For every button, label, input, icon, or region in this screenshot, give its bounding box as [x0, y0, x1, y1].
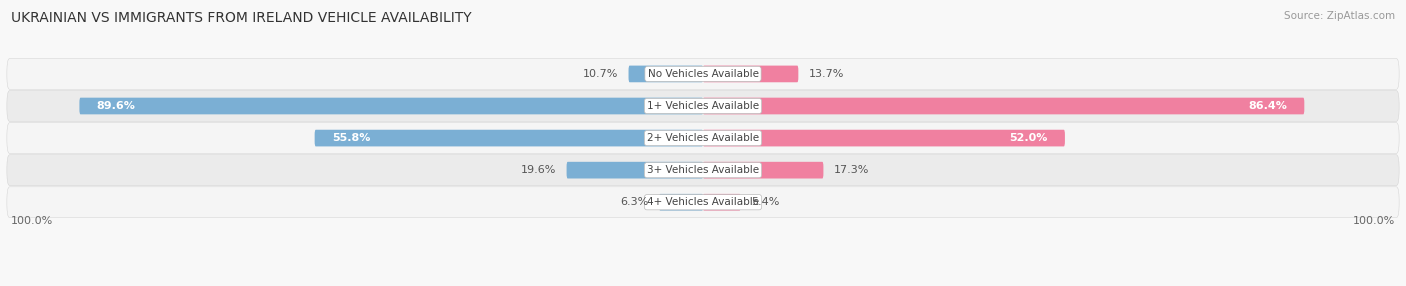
FancyBboxPatch shape	[7, 91, 1399, 121]
Text: 1+ Vehicles Available: 1+ Vehicles Available	[647, 101, 759, 111]
Text: 10.7%: 10.7%	[582, 69, 619, 79]
FancyBboxPatch shape	[7, 187, 1399, 218]
Text: 13.7%: 13.7%	[808, 69, 844, 79]
FancyBboxPatch shape	[7, 123, 1399, 154]
Text: 86.4%: 86.4%	[1249, 101, 1286, 111]
FancyBboxPatch shape	[567, 162, 703, 178]
Text: 3+ Vehicles Available: 3+ Vehicles Available	[647, 165, 759, 175]
Text: 17.3%: 17.3%	[834, 165, 869, 175]
Text: 19.6%: 19.6%	[520, 165, 557, 175]
Text: 4+ Vehicles Available: 4+ Vehicles Available	[647, 197, 759, 207]
FancyBboxPatch shape	[315, 130, 703, 146]
Text: 6.3%: 6.3%	[620, 197, 648, 207]
Text: 55.8%: 55.8%	[332, 133, 370, 143]
FancyBboxPatch shape	[628, 65, 703, 82]
Text: 89.6%: 89.6%	[97, 101, 136, 111]
FancyBboxPatch shape	[7, 59, 1399, 89]
FancyBboxPatch shape	[7, 155, 1399, 186]
Text: No Vehicles Available: No Vehicles Available	[648, 69, 758, 79]
FancyBboxPatch shape	[703, 98, 1305, 114]
FancyBboxPatch shape	[703, 162, 824, 178]
Text: 2+ Vehicles Available: 2+ Vehicles Available	[647, 133, 759, 143]
Text: 5.4%: 5.4%	[751, 197, 779, 207]
Text: 100.0%: 100.0%	[1353, 216, 1396, 226]
Text: Source: ZipAtlas.com: Source: ZipAtlas.com	[1284, 11, 1395, 21]
FancyBboxPatch shape	[703, 65, 799, 82]
FancyBboxPatch shape	[79, 98, 703, 114]
Text: UKRAINIAN VS IMMIGRANTS FROM IRELAND VEHICLE AVAILABILITY: UKRAINIAN VS IMMIGRANTS FROM IRELAND VEH…	[11, 11, 472, 25]
FancyBboxPatch shape	[659, 194, 703, 210]
FancyBboxPatch shape	[703, 130, 1064, 146]
Text: 52.0%: 52.0%	[1010, 133, 1047, 143]
FancyBboxPatch shape	[703, 194, 741, 210]
Text: 100.0%: 100.0%	[10, 216, 53, 226]
